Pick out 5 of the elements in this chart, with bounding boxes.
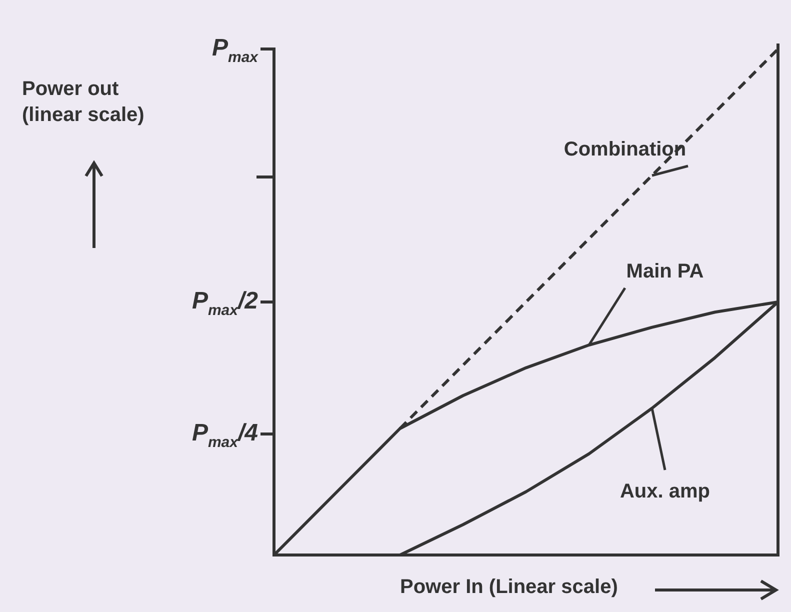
text: Power out (linear scale): [22, 77, 146, 128]
series-label: Main PA: [626, 260, 704, 283]
series-label: Aux. amp: [620, 480, 710, 503]
series-label: Combination: [564, 138, 686, 161]
x-axis-title: Power In (Linear scale): [400, 576, 618, 599]
